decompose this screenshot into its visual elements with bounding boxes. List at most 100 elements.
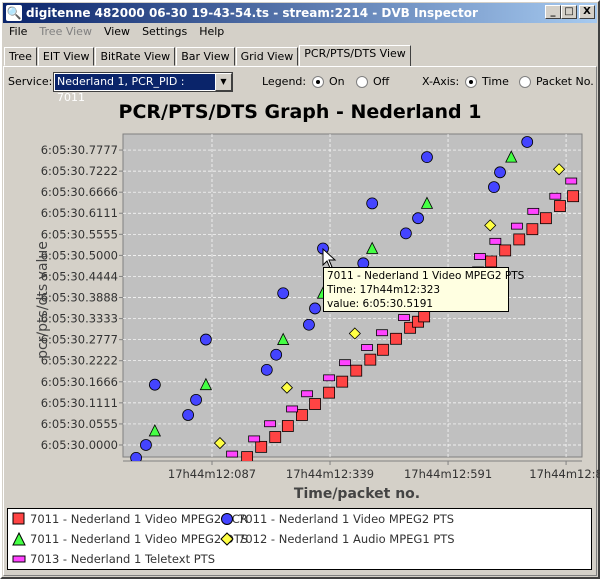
legend-item-audio-pts: 7012 - Nederland 1 Audio MPEG1 PTS: [220, 532, 455, 546]
chart-title: PCR/PTS/DTS Graph - Nederland 1: [118, 101, 482, 123]
xaxis-packet-radio[interactable]: [519, 76, 531, 88]
pcr-point: [269, 431, 282, 443]
teletext-pts-point: [489, 237, 502, 245]
video-pts-point: [494, 166, 506, 179]
legend-item-video-pts: 7011 - Nederland 1 Video MPEG2 PTS: [220, 512, 454, 526]
teletext-pts-point: [248, 435, 261, 443]
tab-grid-view[interactable]: Grid View: [235, 47, 299, 66]
video-pts-point: [182, 409, 195, 421]
y-tick-label: 6:05:30.3333: [41, 312, 118, 326]
y-tick-label: 6:05:30.5000: [41, 248, 118, 262]
video-pts-point: [412, 212, 424, 225]
y-tick-label: 6:05:30.2777: [41, 333, 118, 347]
teletext-pts-point: [376, 329, 388, 337]
xaxis-label: X-Axis:: [422, 75, 460, 88]
pcr-point: [241, 451, 254, 461]
teletext-pts-point: [226, 450, 239, 458]
content-panel: [3, 66, 597, 576]
teletext-pts-point: [510, 222, 523, 230]
y-tick-label: 6:05:30.0000: [41, 438, 118, 452]
x-tick-label: 17h44m12:087: [168, 467, 256, 481]
video-pts-point: [260, 363, 273, 376]
y-tick-label: 6:05:30.6111: [41, 206, 118, 220]
close-button[interactable]: X: [579, 5, 595, 19]
teletext-pts-point: [264, 420, 276, 428]
video-dts-point: [366, 241, 379, 254]
pcr-point: [364, 353, 377, 366]
pcr-point: [485, 255, 498, 268]
audio-pts-point: [484, 219, 497, 232]
tab-bar-view[interactable]: Bar View: [176, 47, 235, 66]
teletext-pts-point: [473, 253, 486, 260]
teletext-pts-point: [339, 359, 351, 367]
video-pts-point: [148, 378, 161, 391]
tab-bitrate-view[interactable]: BitRate View: [95, 47, 176, 66]
xaxis-packet-label[interactable]: Packet No.: [536, 75, 594, 88]
pcr-point: [336, 375, 349, 388]
tab-tree[interactable]: Tree: [4, 47, 37, 66]
video-pts-point: [270, 348, 283, 361]
legend-item-video-dts: 7011 - Nederland 1 Video MPEG2 DTS: [12, 532, 248, 546]
y-axis-title: pcr/pts/dts value: [35, 241, 51, 359]
video-dts-point: [420, 196, 434, 209]
teletext-pts-point: [565, 177, 578, 185]
maximize-button[interactable]: □: [561, 5, 577, 19]
legend-label: Legend:: [262, 75, 307, 88]
video-pts-point: [190, 393, 202, 406]
menu-file[interactable]: File: [9, 25, 28, 38]
legend-off-label[interactable]: Off: [373, 75, 390, 88]
chevron-down-icon[interactable]: ▼: [215, 73, 232, 91]
pcr-point: [350, 364, 363, 377]
service-select[interactable]: Nederland 1, PCR_PID : 7011 ▼: [53, 72, 233, 104]
legend-on-radio[interactable]: [312, 76, 324, 88]
legend-on-label[interactable]: On: [329, 75, 345, 88]
teletext-pts-point: [527, 207, 540, 215]
xaxis-time-radio[interactable]: [465, 76, 477, 88]
pcr-point: [567, 190, 580, 203]
teletext-pts-point: [398, 314, 410, 321]
x-tick-label: 17h44m12:8: [529, 467, 600, 481]
tooltip-series: 7011 - Nederland 1 Video MPEG2 PTS: [327, 270, 525, 282]
pcr-point: [526, 223, 539, 236]
teletext-pts-point: [323, 374, 335, 382]
teletext-pts-point: [361, 344, 373, 351]
video-pts-point: [200, 333, 212, 346]
rect-marker-icon: [12, 555, 26, 563]
minimize-button[interactable]: _: [545, 5, 561, 19]
pcr-point: [323, 386, 335, 399]
video-pts-point: [303, 318, 315, 331]
chart-legend: 7011 - Nederland 1 Video MPEG2 PCR 7011 …: [7, 508, 592, 570]
tab-eit-view[interactable]: EIT View: [37, 47, 95, 66]
pcr-point: [418, 310, 431, 323]
teletext-pts-point: [549, 192, 562, 200]
video-pts-point: [366, 197, 379, 210]
video-pts-point: [488, 181, 500, 193]
menu-tree-view: Tree View: [39, 25, 92, 38]
point-tooltip: 7011 - Nederland 1 Video MPEG2 PTS Time:…: [323, 267, 525, 312]
pcr-point: [513, 233, 526, 246]
y-tick-label: 6:05:30.1111: [41, 396, 118, 410]
x-axis-title: Time/packet no.: [294, 486, 420, 502]
tab-pcr-pts-dts-view[interactable]: PCR/PTS/DTS View: [299, 45, 411, 66]
legend-label: 7011 - Nederland 1 Video MPEG2 DTS: [30, 532, 249, 546]
video-pts-point: [277, 287, 290, 300]
menu-help[interactable]: Help: [199, 25, 225, 38]
legend-label: 7012 - Nederland 1 Audio MPEG1 PTS: [238, 532, 455, 546]
pcr-point: [377, 343, 389, 356]
y-tick-label: 6:05:30.3888: [41, 291, 118, 305]
menu-view[interactable]: View: [103, 25, 131, 38]
y-tick-label: 6:05:30.5555: [41, 227, 118, 241]
teletext-pts-point: [301, 390, 313, 398]
pcr-point: [255, 440, 268, 453]
legend-off-radio[interactable]: [356, 76, 368, 88]
triangle-marker-icon: [12, 532, 26, 546]
magnifier-icon: 🔍: [6, 5, 22, 21]
square-marker-icon: [12, 512, 25, 525]
audio-pts-point: [552, 163, 566, 176]
y-tick-label: 6:05:30.4444: [41, 269, 118, 283]
pcr-point: [296, 409, 308, 421]
xaxis-time-label[interactable]: Time: [482, 75, 509, 88]
menu-settings[interactable]: Settings: [142, 25, 188, 38]
